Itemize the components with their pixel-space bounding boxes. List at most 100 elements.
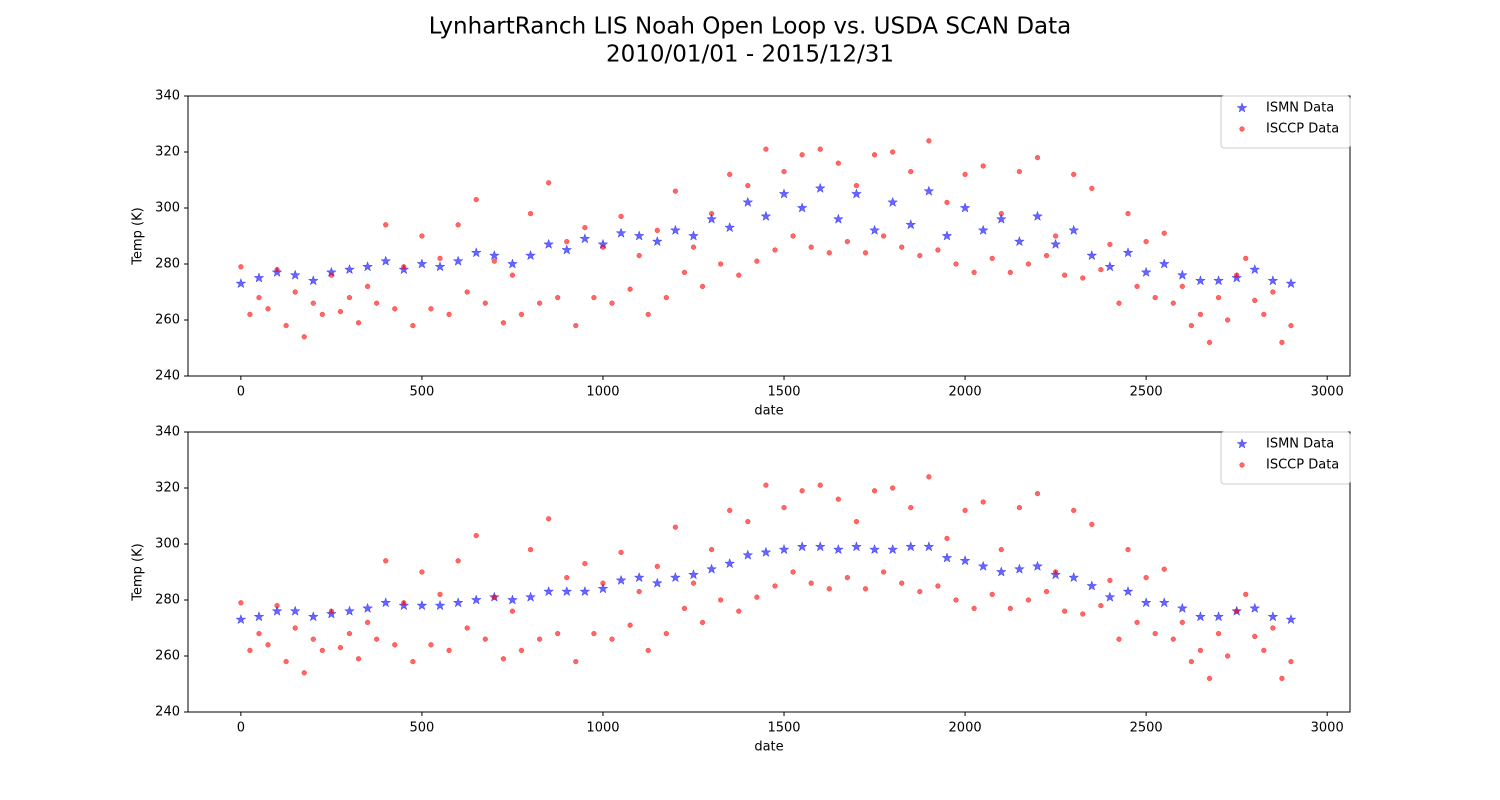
circle-point [745,518,751,525]
circle-point [600,580,606,586]
star-point [1086,249,1098,261]
star-point [561,244,573,255]
circle-point [826,250,832,256]
star-point [1249,602,1261,614]
circle-point [536,636,543,642]
legend-label: ISCCP Data [1266,122,1339,137]
x-axis-label: date [754,404,783,419]
circle-point [808,580,814,586]
circle-point [1080,611,1086,617]
circle-point [944,199,950,206]
circle-point [835,160,841,166]
circle-point [491,594,497,600]
circle-point [862,586,869,592]
circle-point [772,247,778,253]
circle-point [1098,602,1104,609]
circle-point [1052,569,1059,575]
star-point [742,196,754,208]
star-point [760,210,772,222]
circle-point [980,499,986,505]
star-point [687,230,700,241]
x-tick-label: 500 [410,385,435,400]
circle-point [636,252,642,259]
circle-point [274,266,280,273]
circle-point [699,283,706,290]
circle-point [256,294,262,301]
circle-point [790,233,796,239]
star-point [959,202,971,213]
circle-point [609,636,615,642]
star-point [669,571,681,583]
circle-point [708,210,715,217]
circle-point [464,289,470,295]
circle-point [908,168,914,175]
circle-point [718,261,724,267]
circle-point [600,244,606,250]
star-point [1158,258,1170,269]
circle-point [491,258,497,264]
circle-point [871,488,878,494]
circle-point [1179,283,1185,290]
circle-point [392,306,398,312]
star-point [452,597,464,608]
star-point [778,543,790,555]
star-point [525,591,537,602]
circle-point [328,608,335,614]
circle-point [455,222,461,228]
circle-point [1161,230,1167,236]
circle-point [328,272,335,278]
star-point [687,569,700,580]
circle-point [446,647,452,654]
star-point [941,230,953,241]
x-axis-label: date [754,740,783,755]
circle-point [1197,311,1204,318]
circle-point [1152,294,1158,301]
circle-point [482,636,488,642]
circle-point [1161,566,1167,572]
circle-point [1071,507,1077,514]
star-point [543,585,555,597]
circle-point [998,210,1004,217]
circle-point [573,322,579,329]
circle-point [1034,490,1041,497]
circle-point [654,563,660,570]
star-point [796,541,808,552]
circle-point [1170,636,1176,642]
y-tick-label: 280 [155,257,180,272]
circle-point [1025,261,1032,267]
circle-point [708,546,715,553]
circle-point [1188,658,1195,665]
x-tick-label: 2500 [1130,721,1163,736]
star-point [850,541,862,552]
star-point [1267,611,1279,622]
circle-point [899,580,905,586]
star-point [832,543,844,555]
circle-point [817,146,823,152]
circle-point [663,630,669,637]
circle-point [1062,272,1068,278]
star-point [362,602,374,614]
y-tick-label: 320 [155,145,180,160]
circle-point [392,642,398,648]
circle-point [346,294,353,301]
circle-point [681,605,688,612]
star-point [416,258,428,269]
circle-point [763,146,769,152]
star-point [615,227,627,238]
star-point [416,599,428,611]
circle-point [1170,300,1176,306]
circle-point [690,580,697,586]
legend-label: ISMN Data [1266,101,1334,116]
circle-point [292,625,298,631]
circle-point [355,320,362,326]
star-point [905,541,917,552]
circle-point [1125,546,1131,553]
star-point [579,585,591,597]
circle-point [383,222,389,228]
star-point [253,611,265,622]
star-point [977,224,989,236]
star-point [253,272,265,283]
circle-point [808,244,814,250]
x-tick-label: 1000 [586,385,619,400]
